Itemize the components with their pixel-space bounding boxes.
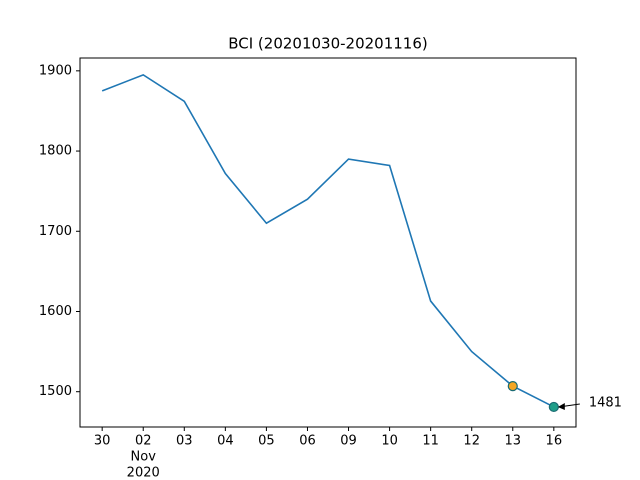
x-sublabel: 2020 <box>127 466 160 480</box>
y-tick-label: 1700 <box>39 224 72 239</box>
x-tick-label: 03 <box>176 434 193 449</box>
chart-title: BCI (20201030-20201116) <box>228 35 428 53</box>
x-tick-label: 05 <box>258 434 275 449</box>
plot-frame <box>79 57 577 428</box>
y-tick-label: 1900 <box>39 63 72 78</box>
x-tick-label: 09 <box>340 434 357 449</box>
y-tick-label: 1800 <box>39 144 72 159</box>
highlight-marker <box>548 401 559 413</box>
y-tick-label: 1600 <box>39 304 72 319</box>
line-series <box>101 73 555 408</box>
x-tick-label: 13 <box>504 434 521 449</box>
x-tick-label: 16 <box>546 434 563 449</box>
highlight-marker <box>507 380 518 392</box>
x-tick-label: 02 <box>135 434 152 449</box>
x-tick-label: 30 <box>94 434 111 449</box>
x-tick-label: 04 <box>217 434 234 449</box>
x-tick-label: 12 <box>463 434 480 449</box>
x-tick-label: 10 <box>381 434 398 449</box>
annotation-arrowhead <box>557 402 565 410</box>
y-tick-label: 1500 <box>39 384 72 399</box>
x-sublabel: Nov <box>131 450 157 465</box>
x-tick-label: 11 <box>422 434 439 449</box>
annotation-label: 1481 <box>589 395 622 410</box>
x-tick-label: 06 <box>299 434 316 449</box>
